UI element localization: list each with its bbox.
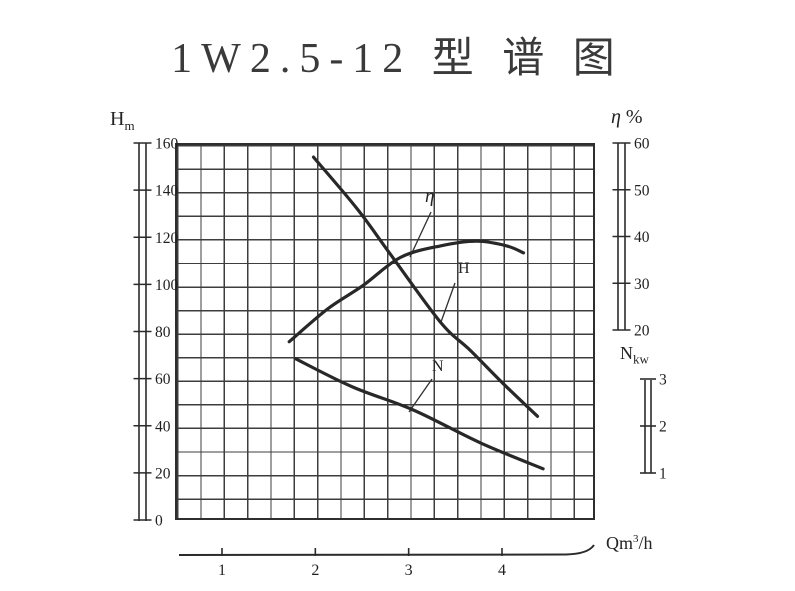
H-tick-label: 20 xyxy=(155,465,171,482)
q-axis-title: Qm3/h xyxy=(606,533,653,554)
curve-N xyxy=(294,357,545,471)
q-tick-label: 3 xyxy=(405,562,413,579)
H-tick-label: 40 xyxy=(155,418,171,435)
H-tick-label: 100 xyxy=(155,277,179,294)
eta-axis-letter: η xyxy=(611,106,621,128)
q-axis-main: Qm xyxy=(606,533,633,553)
H-tick-label: 140 xyxy=(155,183,179,200)
N-tick-label: 2 xyxy=(659,419,667,436)
n-leader-line xyxy=(408,378,433,413)
q-axis-sup: 3 xyxy=(633,533,639,545)
N-tick-label: 1 xyxy=(659,466,667,483)
eta-tick-label: 50 xyxy=(634,182,650,199)
n-axis-letter: N xyxy=(620,343,633,363)
H-tick-label: 160 xyxy=(155,136,179,153)
eta-tick-label: 60 xyxy=(634,136,650,153)
curve-eta xyxy=(287,239,526,344)
eta-axis-title: η % xyxy=(611,106,643,129)
H-tick-label: 120 xyxy=(155,230,179,247)
n-axis-sub: kw xyxy=(633,351,649,367)
q-tick-label: 4 xyxy=(498,562,506,579)
eta-tick-label: 30 xyxy=(634,276,650,293)
q-axis-rest: /h xyxy=(638,533,653,553)
h-axis-title: Hm xyxy=(110,108,135,134)
h-leader-line xyxy=(440,282,456,323)
q-tick-label: 1 xyxy=(218,562,226,579)
H-tick-label: 0 xyxy=(155,513,163,530)
N-tick-label: 3 xyxy=(659,372,667,389)
chart-title: 1W2.5-12 型 谱 图 xyxy=(171,36,624,82)
eta-curve-label: η xyxy=(425,186,435,207)
q-tick-label: 2 xyxy=(311,562,319,579)
eta-leader-line xyxy=(409,211,432,258)
H-tick-label: 60 xyxy=(155,371,171,388)
curve-H xyxy=(311,155,540,418)
eta-axis-unit: % xyxy=(625,106,643,128)
h-curve-label: H xyxy=(458,260,470,277)
q-axis-line xyxy=(178,544,595,556)
n-curve-label: N xyxy=(432,358,444,375)
leader-lines xyxy=(408,211,456,413)
generated-chart-elements: 0 20 40 60 80 100 120 140 160 20 30 40 50 60 1 2 3 1 2 3 4 xyxy=(133,136,667,579)
h-axis-sub: m xyxy=(124,118,135,133)
eta-tick-label: 20 xyxy=(634,323,650,340)
plot-grid xyxy=(175,143,595,520)
eta-tick-label: 40 xyxy=(634,229,650,246)
h-axis-letter: H xyxy=(110,108,125,130)
H-tick-label: 80 xyxy=(155,324,171,341)
n-axis-title: Nkw xyxy=(620,343,649,368)
